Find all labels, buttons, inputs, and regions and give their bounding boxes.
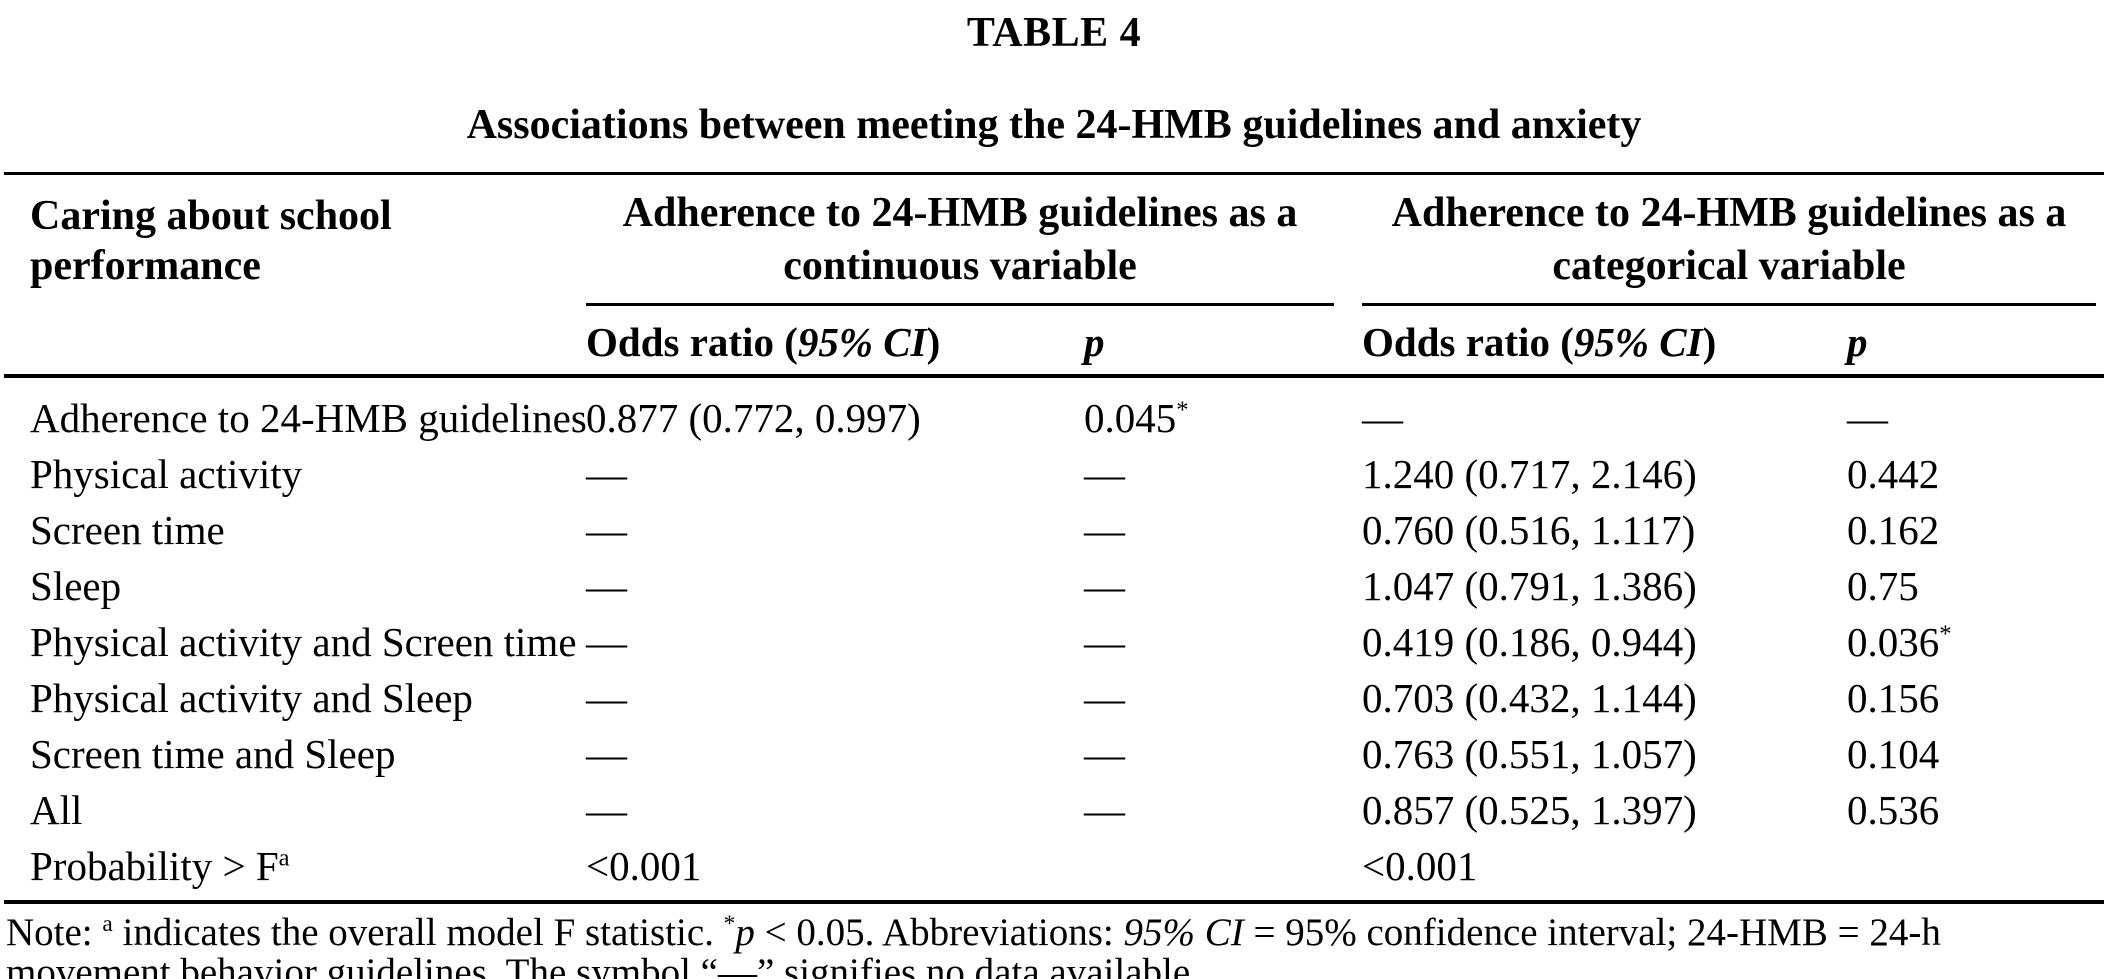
empty-cell bbox=[1084, 838, 1362, 904]
model-p-continuous-cell: <0.001 bbox=[586, 838, 1084, 904]
p-categorical-cell: 0.536 bbox=[1847, 787, 1940, 833]
or-categorical-cell: 1.047 (0.791, 1.386) bbox=[1362, 563, 1697, 609]
p-categorical-cell: 0.75 bbox=[1847, 563, 1919, 609]
or-continuous-cell: — bbox=[586, 787, 627, 833]
p-categorical-cell: 0.036* bbox=[1847, 619, 1952, 665]
empty-cell bbox=[1847, 838, 2104, 904]
note-superscript-star: * bbox=[723, 911, 736, 937]
p-continuous-cell: — bbox=[1084, 451, 1125, 497]
table-row: Physical activity — — 1.240 (0.717, 2.14… bbox=[4, 446, 2104, 502]
group-header-categorical: Adherence to 24-HMB guidelines as a cate… bbox=[1362, 174, 2104, 306]
row-label: Screen time bbox=[30, 507, 225, 553]
or-continuous-cell: — bbox=[586, 619, 627, 665]
table-row: All — — 0.857 (0.525, 1.397) 0.536 bbox=[4, 782, 2104, 838]
row-label: Adherence to 24-HMB guidelines bbox=[30, 395, 587, 441]
p-categorical-cell: 0.162 bbox=[1847, 507, 1940, 553]
p-continuous-cell: 0.045* bbox=[1084, 395, 1189, 441]
or-continuous-cell: — bbox=[586, 507, 627, 553]
group-header-categorical-text: Adherence to 24-HMB guidelines as a cate… bbox=[1362, 187, 2096, 306]
table-body: Adherence to 24-HMB guidelines 0.877 (0.… bbox=[4, 376, 2104, 904]
p-header-continuous: p bbox=[1084, 306, 1362, 378]
results-table: Caring about school performance Adherenc… bbox=[4, 172, 2104, 904]
group-header-continuous-text: Adherence to 24-HMB guidelines as a cont… bbox=[586, 187, 1334, 306]
p-continuous-cell: — bbox=[1084, 731, 1125, 777]
p-categorical-cell: 0.156 bbox=[1847, 675, 1940, 721]
p-continuous-cell: — bbox=[1084, 619, 1125, 665]
table-row: Physical activity and Sleep — — 0.703 (0… bbox=[4, 670, 2104, 726]
or-continuous-cell: 0.877 (0.772, 0.997) bbox=[586, 395, 921, 441]
or-categorical-cell: 1.240 (0.717, 2.146) bbox=[1362, 451, 1697, 497]
or-categorical-cell: — bbox=[1362, 395, 1403, 441]
table-number-label: TABLE 4 bbox=[966, 10, 1142, 56]
or-categorical-cell: 0.763 (0.551, 1.057) bbox=[1362, 731, 1697, 777]
row-label: Physical activity and Sleep bbox=[30, 675, 473, 721]
or-categorical-cell: 0.857 (0.525, 1.397) bbox=[1362, 787, 1697, 833]
table-row: Screen time and Sleep — — 0.763 (0.551, … bbox=[4, 726, 2104, 782]
table-row: Physical activity and Screen time — — 0.… bbox=[4, 614, 2104, 670]
p-continuous-cell: — bbox=[1084, 675, 1125, 721]
or-categorical-cell: 0.419 (0.186, 0.944) bbox=[1362, 619, 1697, 665]
group-header-row: Caring about school performance Adherenc… bbox=[4, 173, 2104, 378]
p-header-categorical: p bbox=[1847, 306, 2104, 378]
p-continuous-cell: — bbox=[1084, 787, 1125, 833]
table-row: Adherence to 24-HMB guidelines 0.877 (0.… bbox=[4, 376, 2104, 446]
or-categorical-cell: 0.703 (0.432, 1.144) bbox=[1362, 675, 1697, 721]
or-continuous-cell: — bbox=[586, 563, 627, 609]
row-label: All bbox=[30, 787, 83, 833]
p-continuous-cell: — bbox=[1084, 563, 1125, 609]
sub-header-row: Odds ratio (95% CI) p Odds ratio (95% CI… bbox=[4, 306, 2104, 378]
or-categorical-cell: 0.760 (0.516, 1.117) bbox=[1362, 507, 1696, 553]
p-categorical-cell: 0.442 bbox=[1847, 451, 1940, 497]
row-label: Screen time and Sleep bbox=[30, 731, 396, 777]
p-categorical-cell: 0.104 bbox=[1847, 731, 1940, 777]
p-continuous-cell: — bbox=[1084, 507, 1125, 553]
table-note: Note: a indicates the overall model F st… bbox=[6, 911, 1941, 979]
odds-ratio-header-categorical: Odds ratio (95% CI) bbox=[1362, 306, 1847, 378]
or-continuous-cell: — bbox=[586, 451, 627, 497]
stub-column-header: Caring about school performance bbox=[4, 173, 586, 378]
table-row: Sleep — — 1.047 (0.791, 1.386) 0.75 bbox=[4, 558, 2104, 614]
table-header: Caring about school performance Adherenc… bbox=[4, 173, 2104, 378]
group-header-continuous: Adherence to 24-HMB guidelines as a cont… bbox=[586, 174, 1362, 306]
odds-ratio-header-continuous: Odds ratio (95% CI) bbox=[586, 306, 1084, 378]
or-continuous-cell: — bbox=[586, 731, 627, 777]
table-row: Screen time — — 0.760 (0.516, 1.117) 0.1… bbox=[4, 502, 2104, 558]
note-superscript-a: a bbox=[102, 911, 113, 937]
row-label: Probability > Fa bbox=[4, 838, 586, 904]
table-caption: Associations between meeting the 24-HMB … bbox=[466, 102, 1642, 148]
row-label: Physical activity and Screen time bbox=[30, 619, 577, 665]
p-categorical-cell: — bbox=[1847, 395, 1888, 441]
model-p-categorical-cell: <0.001 bbox=[1362, 838, 1847, 904]
or-continuous-cell: — bbox=[586, 675, 627, 721]
row-label: Sleep bbox=[30, 563, 122, 609]
model-statistic-row: Probability > Fa <0.001 <0.001 bbox=[4, 838, 2104, 904]
row-label: Physical activity bbox=[30, 451, 303, 497]
